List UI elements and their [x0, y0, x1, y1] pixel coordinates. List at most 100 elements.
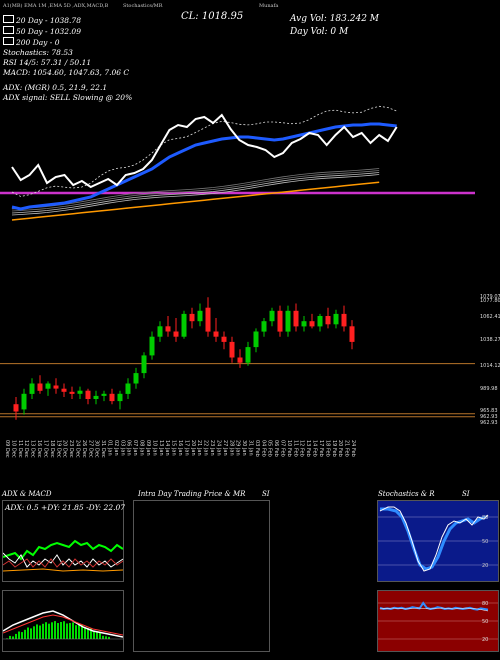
macd-bar-22	[69, 623, 71, 639]
price-axis-label-0: 1079.07	[480, 294, 500, 300]
candle-body-31	[261, 321, 267, 332]
date-label-24: 13 Jan	[158, 440, 164, 456]
candle-body-9	[85, 390, 91, 399]
candle-body-37	[309, 321, 315, 327]
candle-body-30	[253, 331, 259, 348]
legend-swatch-50day	[3, 26, 14, 34]
candle-body-18	[157, 326, 163, 337]
ema-dotted-line	[11, 105, 397, 197]
date-label-30: 21 Jan	[196, 440, 202, 456]
rsi-tick-20: 20	[482, 637, 488, 643]
date-label-48: 14 Feb	[312, 440, 318, 457]
candle-body-14	[125, 383, 131, 394]
avg-volume: Avg Vol: 183.242 M	[290, 14, 379, 24]
date-axis-labels: 09 Dec 10 Dec 11 Dec 12 Dec 13 Dec 16 Dec 17 D…	[4, 440, 356, 458]
macd-bar-33	[102, 635, 104, 639]
macd-bar-34	[105, 636, 107, 639]
candle-body-36	[301, 321, 307, 327]
macd-bar-7	[24, 629, 26, 639]
candle-body-27	[229, 341, 235, 358]
date-label-51: 19 Feb	[331, 440, 337, 457]
date-label-52: 20 Feb	[337, 440, 343, 457]
ema-gray-line-1	[11, 172, 380, 214]
macd-bar-12	[39, 625, 41, 639]
candle-body-20	[173, 331, 179, 337]
date-label-34: 27 Jan	[222, 440, 228, 456]
legend-macd: MACD: 1054.60, 1047.63, 7.06 C	[3, 68, 130, 77]
stoch-tick-50: 50	[482, 539, 488, 545]
candle-body-17	[149, 336, 155, 356]
candle-body-5	[53, 385, 59, 389]
macd-bar-11	[36, 624, 38, 639]
candle-layer	[13, 297, 355, 420]
macd-bar-29	[90, 628, 92, 639]
date-label-44: 10 Feb	[286, 440, 292, 457]
price-axis-label-4: 1014.12	[480, 363, 500, 369]
rsi-lines: 80 50 20	[378, 601, 498, 643]
price-axis-label-8: 962.93	[480, 420, 498, 426]
macd-bar-30	[93, 631, 95, 639]
macd-bar-9	[30, 628, 32, 639]
macd-bar-19	[60, 622, 62, 639]
candle-body-3	[37, 383, 43, 391]
candle-body-38	[317, 316, 323, 327]
date-label-38: 31 Jan	[248, 440, 254, 456]
date-label-25: 14 Jan	[164, 440, 170, 456]
candle-body-40	[333, 313, 339, 325]
candle-body-35	[293, 310, 299, 327]
date-label-49: 17 Feb	[318, 440, 324, 457]
candle-body-13	[117, 393, 123, 402]
legend-stochastics: Stochastics: 78.53	[3, 48, 73, 57]
adx-panel: ADX: 0.5 +DY: 21.85 -DY: 22.07	[2, 500, 125, 582]
adx-macd-title: ADX & MACD	[2, 490, 52, 498]
date-label-5: 16 Dec	[36, 440, 42, 458]
candle-body-24	[205, 307, 211, 332]
ema-layer	[0, 105, 475, 221]
candle-body-42	[349, 326, 355, 342]
date-label-46: 12 Feb	[299, 440, 305, 457]
macd-bar-15	[48, 623, 50, 639]
candle-body-22	[189, 313, 195, 322]
date-label-32: 23 Jan	[209, 440, 215, 456]
date-label-45: 11 Feb	[292, 440, 298, 457]
stochastics-title: Stochastics & R	[378, 490, 435, 498]
macd-panel	[2, 590, 124, 652]
candle-body-12	[109, 393, 115, 402]
candle-body-19	[165, 326, 171, 332]
legend-swatch-200day	[3, 37, 14, 45]
legend-adx: ADX: (MGR) 0.5, 21.9, 22.1	[3, 83, 108, 92]
date-label-54: 24 Feb	[350, 440, 356, 457]
candle-body-1	[21, 393, 27, 410]
candle-body-26	[221, 336, 227, 342]
legend-item-20day: 20 Day - 1038.78	[3, 15, 132, 26]
candle-body-6	[61, 388, 67, 392]
macd-bar-1	[6, 638, 8, 639]
candle-body-39	[325, 316, 331, 325]
date-label-43: 07 Feb	[280, 440, 286, 457]
date-label-37: 30 Jan	[241, 440, 247, 456]
date-label-22: 09 Jan	[145, 440, 151, 456]
header-title-left: A1(MB)	[3, 3, 23, 9]
day-volume: Day Vol: 0 M	[290, 27, 349, 37]
date-label-9: 20 Dec	[62, 440, 68, 458]
legend-item-50day: 50 Day - 1032.09	[3, 26, 132, 37]
macd-bar-31	[96, 632, 98, 639]
price-lines	[0, 363, 475, 418]
macd-bar-10	[33, 626, 35, 639]
date-label-33: 24 Jan	[215, 440, 221, 456]
date-label-14: 30 Dec	[94, 440, 100, 458]
candle-body-28	[237, 357, 243, 363]
date-label-18: 03 Jan	[119, 440, 125, 456]
date-label-31: 22 Jan	[203, 440, 209, 456]
candle-body-33	[277, 310, 283, 332]
legend-20day-label: 20 Day - 1038.78	[16, 16, 81, 25]
date-label-50: 18 Feb	[324, 440, 330, 457]
date-label-11: 24 Dec	[75, 440, 81, 458]
date-label-39: 03 Feb	[254, 440, 260, 457]
date-label-53: 21 Feb	[344, 440, 350, 457]
intraday-title: Intra Day Trading Price & MR	[138, 490, 246, 498]
date-label-3: 12 Dec	[23, 440, 29, 458]
macd-bar-27	[84, 628, 86, 639]
